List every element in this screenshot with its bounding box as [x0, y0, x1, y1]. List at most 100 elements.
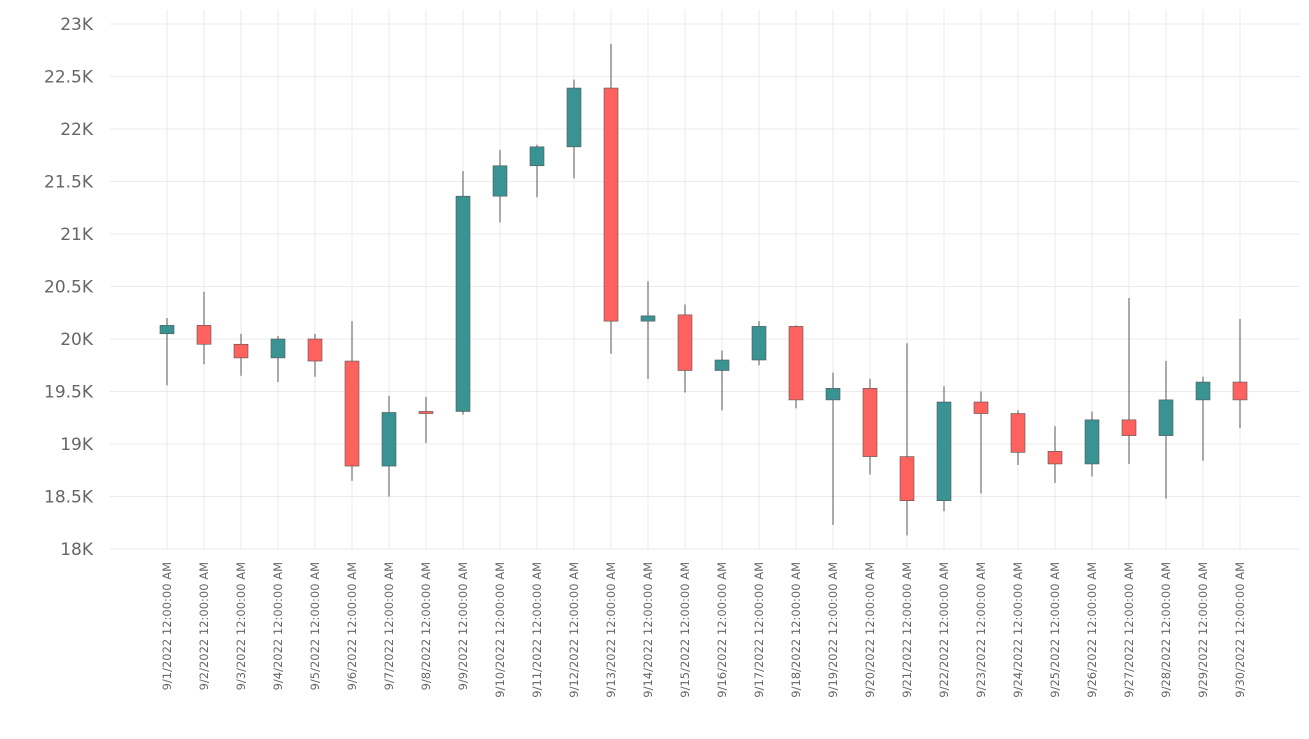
- x-tick-label: 9/24/2022 12:00:00 AM: [1011, 562, 1025, 698]
- candle[interactable]: [640, 281, 656, 379]
- candle-body-down: [603, 87, 619, 322]
- candle-body-down: [899, 456, 915, 502]
- candle-body-up: [1158, 399, 1174, 436]
- candle[interactable]: [1158, 361, 1174, 499]
- candle[interactable]: [418, 396, 434, 443]
- candle-body-down: [973, 401, 989, 414]
- candle-body-down: [307, 338, 323, 362]
- candle[interactable]: [381, 395, 397, 497]
- candle-body-down: [1047, 451, 1063, 465]
- x-tick-label: 9/6/2022 12:00:00 AM: [345, 562, 359, 690]
- candle-body-up: [381, 412, 397, 467]
- candle-body-down: [1010, 413, 1026, 453]
- candle[interactable]: [492, 150, 508, 223]
- candle[interactable]: [936, 386, 952, 512]
- candle-body-up: [714, 359, 730, 371]
- x-tick-label: 9/16/2022 12:00:00 AM: [715, 562, 729, 698]
- candle[interactable]: [1195, 376, 1211, 461]
- candle[interactable]: [344, 321, 360, 481]
- y-tick-label: 23K: [60, 15, 94, 35]
- x-tick-label: 9/10/2022 12:00:00 AM: [493, 562, 507, 698]
- y-tick-label: 22.5K: [44, 68, 94, 88]
- candle-body-down: [196, 325, 212, 345]
- candle[interactable]: [899, 343, 915, 536]
- candle-body-up: [455, 195, 471, 412]
- candle[interactable]: [1047, 426, 1063, 483]
- candle[interactable]: [1084, 411, 1100, 477]
- y-tick-label: 19.5K: [44, 383, 94, 403]
- x-tick-label: 9/27/2022 12:00:00 AM: [1122, 562, 1136, 698]
- x-tick-label: 9/1/2022 12:00:00 AM: [160, 562, 174, 690]
- candle-body-up: [751, 326, 767, 361]
- candle[interactable]: [677, 304, 693, 393]
- x-axis: 9/1/2022 12:00:00 AM 9/2/2022 12:00:00 AM…: [160, 562, 1247, 698]
- candle[interactable]: [455, 171, 471, 415]
- candle[interactable]: [529, 144, 545, 198]
- candle[interactable]: [1121, 298, 1137, 464]
- x-tick-label: 9/20/2022 12:00:00 AM: [863, 562, 877, 698]
- candle-body-up: [529, 146, 545, 167]
- candle[interactable]: [159, 318, 175, 386]
- x-tick-label: 9/15/2022 12:00:00 AM: [678, 562, 692, 698]
- y-tick-label: 19K: [60, 435, 94, 455]
- candle-body-up: [159, 325, 175, 335]
- candle[interactable]: [307, 333, 323, 377]
- candle[interactable]: [862, 378, 878, 475]
- x-tick-label: 9/29/2022 12:00:00 AM: [1196, 562, 1210, 698]
- x-tick-label: 9/9/2022 12:00:00 AM: [456, 562, 470, 690]
- gridlines: [110, 10, 1300, 550]
- x-tick-label: 9/23/2022 12:00:00 AM: [974, 562, 988, 698]
- x-tick-label: 9/18/2022 12:00:00 AM: [789, 562, 803, 698]
- x-tick-label: 9/11/2022 12:00:00 AM: [530, 562, 544, 698]
- candle[interactable]: [714, 350, 730, 411]
- candle[interactable]: [233, 333, 249, 376]
- y-tick-label: 21.5K: [44, 173, 94, 193]
- candle-body-down: [788, 326, 804, 401]
- y-tick-label: 18.5K: [44, 488, 94, 508]
- candle[interactable]: [196, 291, 212, 365]
- candle[interactable]: [1010, 410, 1026, 465]
- x-tick-label: 9/25/2022 12:00:00 AM: [1048, 562, 1062, 698]
- x-tick-label: 9/28/2022 12:00:00 AM: [1159, 562, 1173, 698]
- x-tick-label: 9/14/2022 12:00:00 AM: [641, 562, 655, 698]
- y-tick-label: 22K: [60, 120, 94, 140]
- candle-body-up: [270, 338, 286, 359]
- x-tick-label: 9/17/2022 12:00:00 AM: [752, 562, 766, 698]
- x-tick-label: 9/8/2022 12:00:00 AM: [419, 562, 433, 690]
- candle-body-up: [1195, 381, 1211, 401]
- x-tick-label: 9/12/2022 12:00:00 AM: [567, 562, 581, 698]
- y-tick-label: 18K: [60, 540, 94, 560]
- x-tick-label: 9/19/2022 12:00:00 AM: [826, 562, 840, 698]
- x-tick-label: 9/21/2022 12:00:00 AM: [900, 562, 914, 698]
- candle-body-up: [492, 165, 508, 197]
- y-tick-label: 20.5K: [44, 278, 94, 298]
- x-tick-label: 9/13/2022 12:00:00 AM: [604, 562, 618, 698]
- candle-body-up: [566, 87, 582, 148]
- candle[interactable]: [1232, 319, 1248, 429]
- candle[interactable]: [788, 325, 804, 409]
- candle-body-down: [862, 388, 878, 457]
- y-axis: 18K 18.5K 19K 19.5K 20K 20.5K 21K 21.5K 22K 22.5K…: [44, 15, 94, 560]
- y-tick-label: 21K: [60, 225, 94, 245]
- candle-body-down: [418, 411, 434, 414]
- candle-body-down: [677, 314, 693, 371]
- x-tick-label: 9/30/2022 12:00:00 AM: [1233, 562, 1247, 698]
- x-tick-label: 9/2/2022 12:00:00 AM: [197, 562, 211, 690]
- x-tick-label: 9/26/2022 12:00:00 AM: [1085, 562, 1099, 698]
- candle-body-down: [233, 343, 249, 359]
- candle-body-down: [1232, 381, 1248, 401]
- candle[interactable]: [751, 321, 767, 366]
- candle-body-down: [344, 360, 360, 467]
- candle[interactable]: [270, 335, 286, 383]
- candle[interactable]: [566, 79, 582, 179]
- candle-body-up: [640, 315, 656, 322]
- y-tick-label: 20K: [60, 330, 94, 350]
- x-tick-label: 9/5/2022 12:00:00 AM: [308, 562, 322, 690]
- candle[interactable]: [825, 372, 841, 525]
- candle[interactable]: [973, 391, 989, 494]
- candle-body-up: [1084, 419, 1100, 465]
- candle[interactable]: [603, 43, 619, 354]
- x-tick-label: 9/22/2022 12:00:00 AM: [937, 562, 951, 698]
